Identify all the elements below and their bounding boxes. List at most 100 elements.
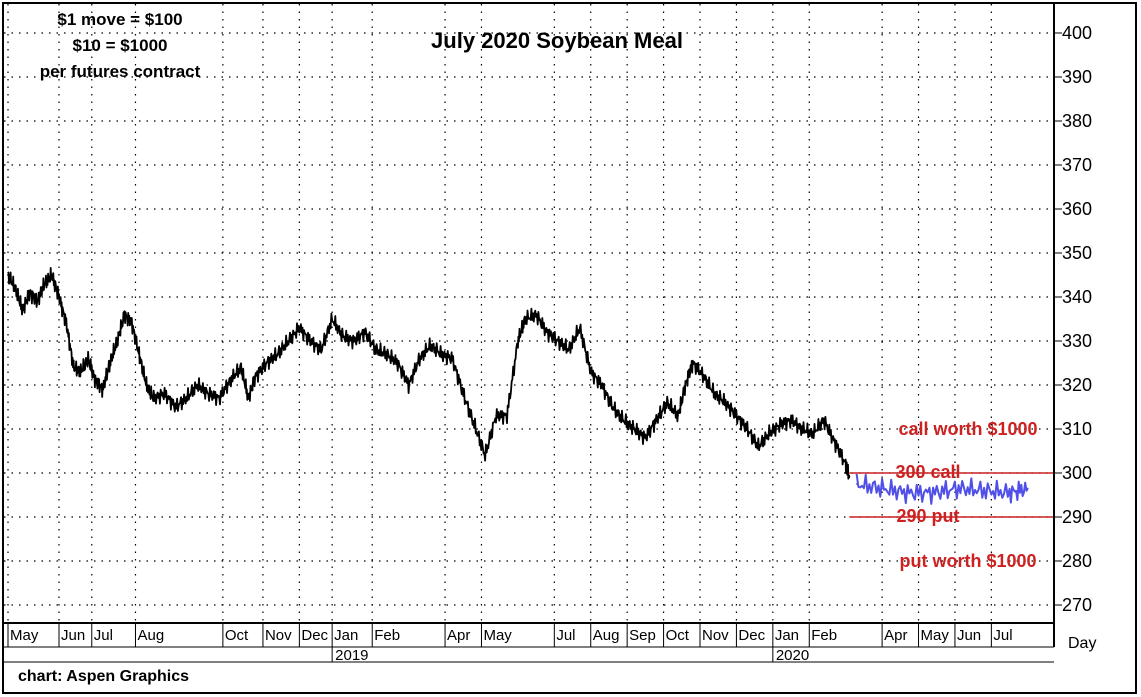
series-point [666,401,669,404]
series-point [611,406,614,408]
series-point [152,397,155,400]
x-tick-label: Aug [593,627,620,644]
series-point [823,419,825,422]
series-point [684,384,687,386]
series-point [535,313,537,316]
x-tick-label: Sep [629,627,656,644]
series-point [229,379,231,382]
series-point [353,340,355,342]
x-tick-label: Jun [61,627,85,644]
series-point [185,397,188,400]
chart-title: July 2020 Soybean Meal [431,28,683,53]
x-tick-label: Jul [556,627,575,644]
series-point [589,371,592,373]
x-tick-label: May [921,627,950,644]
series-point [72,366,75,369]
series-point [746,428,749,430]
x-axis-ticks: May Jun Jul Aug Oct Nov Dec Jan Feb Apr May Jul Aug S… [7,623,1013,664]
y-tick-label: 360 [1062,199,1092,219]
series-point [517,340,519,342]
series-point [265,362,268,364]
series-point [309,340,312,342]
series-point [484,454,486,457]
series-point [429,344,432,347]
series-point [247,397,250,400]
series-point [932,492,934,494]
series-point [655,419,658,422]
series-point [418,357,421,360]
note-line-2: $10 = $1000 [72,36,167,55]
x-tick-label: Feb [811,627,837,644]
series-point [43,283,46,285]
series-point [196,384,199,386]
y-tick-label: 270 [1062,595,1092,615]
series-point [451,357,454,360]
series-point [790,419,792,422]
series-point [677,415,679,417]
reference-lines: 300 call 290 put [849,462,1053,526]
note-line-3: per futures contract [40,62,201,81]
y-tick-label: 380 [1062,111,1092,131]
series-point [145,384,148,386]
y-tick-label: 300 [1062,463,1092,483]
series-point [713,393,716,395]
series-point [557,340,559,342]
y-tick-label: 320 [1062,375,1092,395]
series-point [1026,487,1029,490]
series-point [138,353,140,356]
note-line-1: $1 move = $100 [57,10,182,29]
reference-line-label: 290 put [896,506,959,526]
series-point [50,274,53,276]
series-point [633,428,636,430]
series-point [94,379,97,382]
series-point [218,397,221,400]
y-tick-label: 400 [1062,23,1092,43]
x-tick-label: Jan [775,627,799,644]
annotations: call worth $1000 put worth $1000 [898,419,1037,571]
y-tick-label: 310 [1062,419,1092,439]
series-point [116,340,119,342]
series-point [342,335,344,338]
x-tick-label: Jun [957,627,981,644]
series-point [462,393,465,395]
series-point [276,353,279,356]
series-point [983,489,985,492]
y-tick-label: 350 [1062,243,1092,263]
x-unit-label: Day [1068,635,1096,652]
series-point [320,349,323,351]
series-point [881,487,883,490]
series-point [385,353,388,356]
x-tick-label: Dec [738,627,765,644]
series-point [364,331,366,334]
series-point [87,357,89,360]
series-group [7,267,1029,505]
series-point [131,322,133,325]
series-point [735,415,738,417]
series-point [396,362,399,364]
series-point [579,327,581,329]
y-tick-label: 340 [1062,287,1092,307]
series-point [568,349,570,351]
series-point [833,441,836,444]
series-point [848,476,851,479]
series-point [29,291,31,294]
series-point [506,415,508,417]
reference-line-label: 300 call [895,462,960,482]
series-line-projection [855,473,1029,505]
annotation-label: call worth $1000 [898,419,1037,439]
series-point [240,366,242,369]
series-point [691,362,694,364]
series-point [163,393,166,395]
y-tick-label: 330 [1062,331,1092,351]
y-tick-label: 390 [1062,67,1092,87]
y-axis-ticks: 270 280 290 300 310 320 330 340 350 360 370 380 390 4… [1054,23,1092,615]
y-tick-label: 370 [1062,155,1092,175]
series-point [844,463,847,466]
series-point [101,388,104,391]
series-point [812,432,814,435]
series-point [7,274,9,276]
series-point [65,322,68,325]
